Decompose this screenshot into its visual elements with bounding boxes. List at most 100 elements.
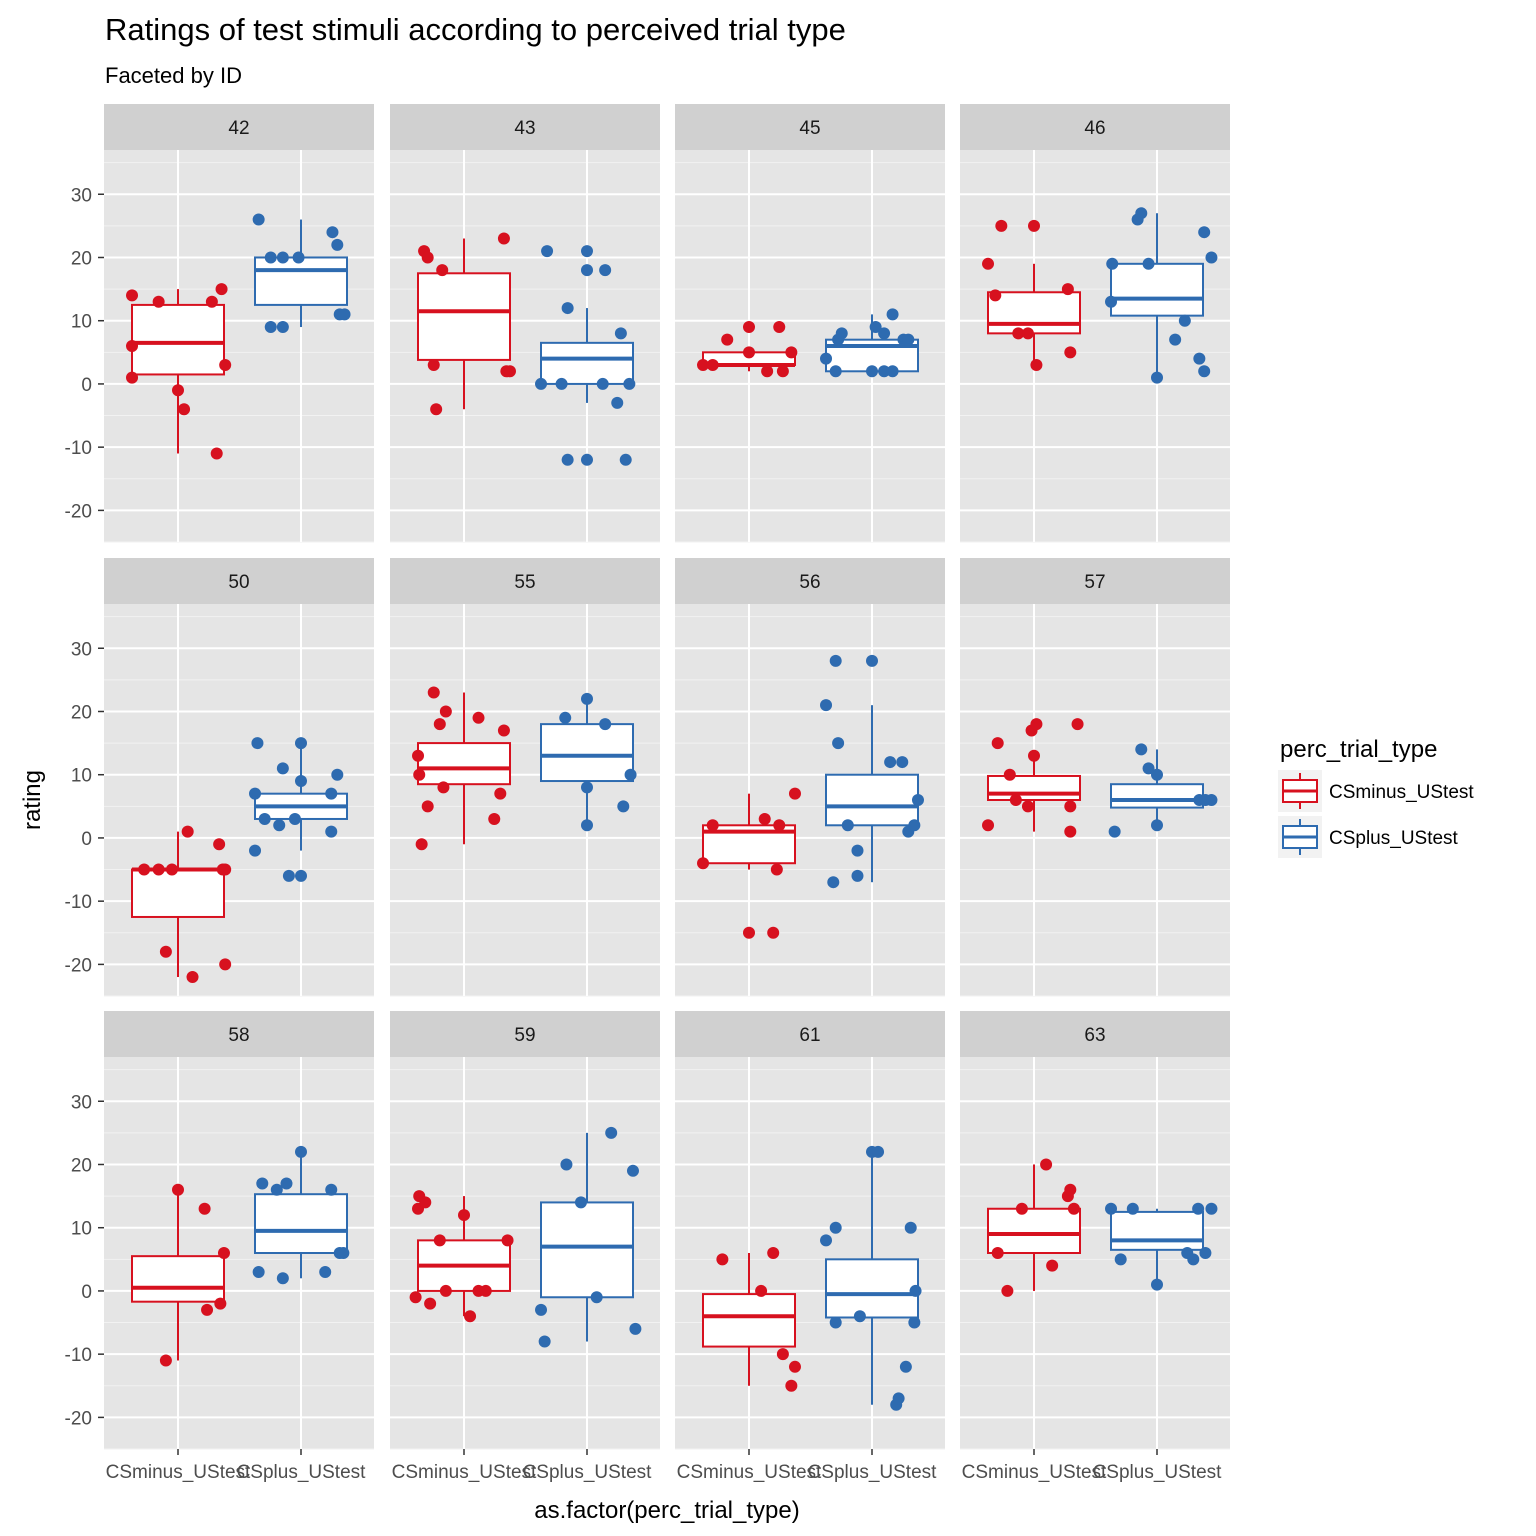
boxplot-CSplus_UStest: [252, 213, 351, 334]
data-point: [1199, 1247, 1212, 1259]
legend-label: CSplus_UStest: [1329, 828, 1459, 849]
x-tick-label: CSminus_UStest: [677, 1462, 822, 1483]
data-point: [217, 1247, 230, 1259]
facet-strip: [675, 104, 945, 150]
data-point: [325, 825, 338, 838]
facet-panel-56: 56: [675, 558, 945, 997]
data-point: [210, 447, 223, 460]
data-point: [219, 863, 232, 876]
data-point: [249, 844, 262, 857]
y-tick-label: 10: [71, 1219, 92, 1240]
box-iqr: [540, 723, 634, 783]
data-point: [878, 327, 891, 340]
data-point: [249, 787, 262, 800]
facet-strip: [675, 1011, 945, 1057]
data-point: [427, 686, 440, 699]
data-point: [178, 403, 191, 416]
data-point: [581, 692, 593, 705]
box-iqr: [131, 303, 225, 376]
data-point: [439, 1284, 452, 1297]
data-point: [126, 289, 139, 302]
data-point: [276, 1272, 289, 1285]
data-point: [186, 971, 199, 984]
data-point: [1151, 371, 1163, 384]
data-point: [198, 1202, 211, 1215]
data-point: [412, 749, 425, 762]
data-point: [319, 1265, 332, 1278]
facet-strip: [675, 558, 945, 604]
data-point: [1151, 1278, 1163, 1291]
data-point: [1040, 1158, 1053, 1171]
data-point: [619, 453, 632, 466]
data-point: [273, 819, 286, 832]
data-point: [252, 213, 265, 226]
data-point: [1067, 1202, 1080, 1215]
data-point: [904, 1221, 917, 1234]
data-point: [172, 384, 184, 397]
boxplot-CSplus_UStest: [1108, 743, 1218, 838]
data-point: [770, 863, 783, 876]
data-point: [1187, 1253, 1200, 1266]
boxplot-CSplus_UStest: [252, 1145, 350, 1285]
legend: perc_trial_type CSminus_UStest CSplus_USt…: [1278, 736, 1474, 858]
data-point: [205, 295, 218, 308]
data-point: [1198, 226, 1211, 239]
data-point: [911, 794, 924, 806]
data-point: [1142, 762, 1155, 775]
data-point: [896, 756, 909, 769]
data-point: [501, 1234, 514, 1247]
box-iqr: [254, 1193, 348, 1254]
chart-title: Ratings of test stimuli according to per…: [105, 12, 846, 47]
x-tick-label: CSminus_UStest: [392, 1462, 537, 1483]
data-point: [1071, 718, 1084, 731]
legend-title: perc_trial_type: [1280, 736, 1437, 763]
data-point: [755, 1284, 768, 1297]
box-iqr: [254, 256, 348, 306]
data-point: [773, 321, 786, 334]
data-point: [295, 1145, 307, 1158]
data-point: [1205, 1202, 1218, 1215]
data-point: [872, 1145, 885, 1158]
data-point: [820, 1234, 833, 1247]
data-point: [497, 724, 510, 737]
data-point: [295, 869, 307, 882]
data-point: [1030, 718, 1043, 731]
data-point: [599, 718, 612, 731]
data-point: [436, 264, 449, 277]
data-point: [276, 321, 289, 334]
data-point: [538, 1335, 551, 1348]
data-point: [541, 245, 554, 258]
data-point: [1064, 1183, 1077, 1196]
data-point: [282, 869, 295, 882]
facet-strip-label: 57: [1084, 572, 1105, 593]
data-point: [820, 352, 833, 365]
facet-strip: [104, 104, 374, 150]
boxplot-CSplus_UStest: [535, 1126, 642, 1348]
data-point: [776, 365, 789, 378]
facet-panel-43: 43: [390, 104, 660, 543]
data-point: [159, 945, 172, 958]
data-point: [535, 1303, 548, 1316]
boxplot-CSplus_UStest: [820, 654, 924, 889]
panel-background: [390, 604, 660, 996]
data-point: [1135, 207, 1148, 220]
data-point: [325, 1183, 338, 1196]
data-point: [788, 787, 801, 800]
data-point: [982, 819, 995, 832]
boxplot-CSminus_UStest: [702, 1247, 801, 1392]
box-iqr: [1110, 262, 1204, 317]
data-point: [292, 251, 305, 264]
data-point: [758, 812, 771, 825]
y-axis-title: rating: [19, 770, 46, 830]
facet-strip-label: 56: [799, 572, 820, 593]
facet-strip: [390, 558, 660, 604]
boxplot-CSminus_UStest: [412, 686, 511, 851]
data-point: [1151, 768, 1163, 781]
facet-strip-label: 50: [228, 572, 249, 593]
data-point: [614, 327, 627, 340]
data-point: [424, 1297, 437, 1310]
facet-strip-label: 61: [799, 1025, 820, 1046]
legend-entry-CSminus_UStest: CSminus_UStest: [1278, 770, 1474, 812]
data-point: [219, 958, 232, 971]
data-point: [706, 819, 719, 832]
